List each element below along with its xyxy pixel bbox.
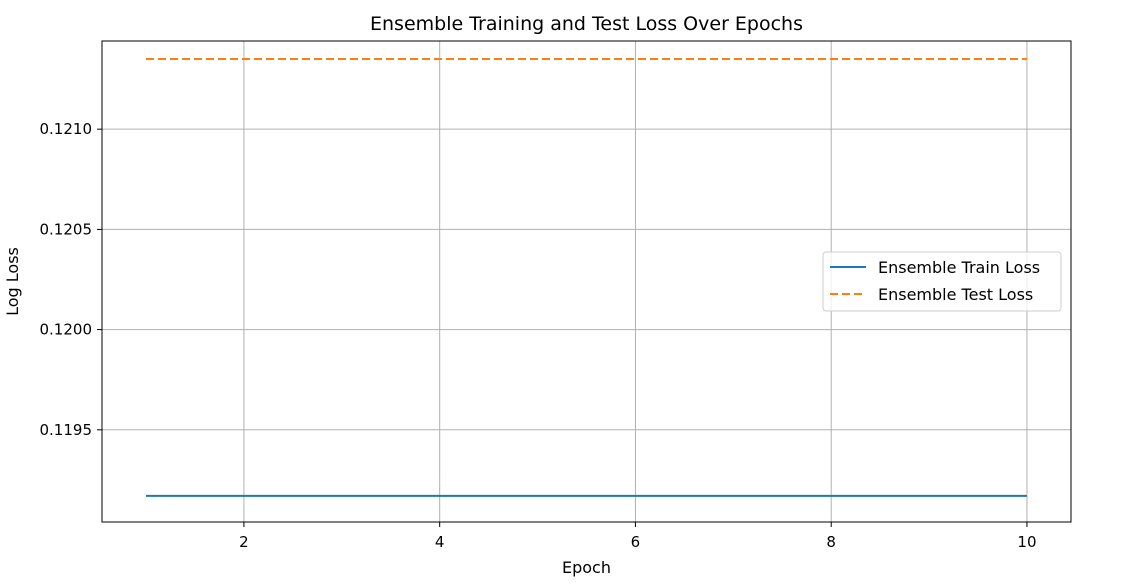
x-tick-label: 10 [1017, 533, 1036, 551]
x-tick-label: 4 [435, 533, 445, 551]
y-tick-label: 0.1195 [40, 421, 93, 439]
x-axis-label: Epoch [562, 558, 611, 577]
y-tick-label: 0.1210 [40, 120, 93, 138]
plot-frame [101, 40, 1072, 523]
x-tick-label: 6 [631, 533, 641, 551]
legend-box [822, 251, 1062, 312]
y-tick-label: 0.1200 [40, 321, 93, 339]
legend-label: Ensemble Train Loss [878, 258, 1040, 277]
y-tick-label: 0.1205 [40, 220, 93, 238]
x-tick-label: 2 [239, 533, 249, 551]
series-group [146, 58, 1027, 497]
legend-label: Ensemble Test Loss [878, 285, 1033, 304]
x-tick-label: 8 [826, 533, 836, 551]
axis-ticks: 2 4 6 8 10 0.1195 0.1200 0.1205 0.1210 [40, 120, 1037, 551]
legend: Ensemble Train Loss Ensemble Test Loss [822, 251, 1062, 312]
y-axis-label: Log Loss [3, 247, 22, 316]
chart-title: Ensemble Training and Test Loss Over Epo… [370, 13, 803, 35]
